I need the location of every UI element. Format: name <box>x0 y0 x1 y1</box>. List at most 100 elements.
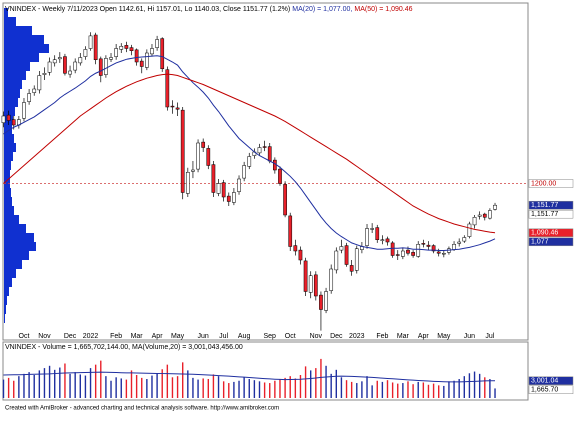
volume-bar <box>248 379 250 398</box>
volume-bar <box>320 358 322 398</box>
volume-profile-bar <box>4 224 26 233</box>
volume-profile-bar <box>4 170 10 179</box>
candle-body <box>191 169 195 172</box>
volume-profile-bar <box>4 44 49 53</box>
x-tick-label: Jun <box>464 333 475 340</box>
candle-body <box>37 75 42 91</box>
volume-profile-bar <box>4 125 12 134</box>
volume-bar <box>417 381 419 398</box>
volume-bar <box>299 375 302 398</box>
volume-bar <box>84 375 87 398</box>
candle-body <box>11 119 16 126</box>
volume-bar <box>448 381 450 398</box>
volume-bar <box>130 370 133 398</box>
price-label-box <box>528 209 574 219</box>
volume-profile-bar <box>4 98 18 107</box>
volume-bar <box>304 366 307 398</box>
candle-body <box>211 164 216 193</box>
candle-body <box>283 184 287 216</box>
volume-profile-bar <box>4 269 16 278</box>
x-tick-label: Oct <box>19 333 30 340</box>
volume-bar <box>38 370 41 398</box>
volume-bar <box>473 371 476 398</box>
x-tick-label: Dec <box>330 333 343 340</box>
volume-profile-bar <box>4 242 36 251</box>
candle-body <box>47 61 52 73</box>
candle-body <box>134 49 139 63</box>
candle-body <box>124 45 129 49</box>
volume-bar <box>125 379 128 398</box>
candle-body <box>436 251 441 254</box>
candle-body <box>416 244 421 257</box>
volume-bar <box>325 365 327 398</box>
x-tick-label: 2022 <box>83 333 99 340</box>
candle-body <box>406 249 410 254</box>
volume-bar <box>43 368 46 398</box>
volume-bar <box>171 377 174 398</box>
volume-bar <box>166 364 169 398</box>
volume-bar <box>115 377 117 398</box>
volume-bar <box>386 380 389 398</box>
candle-body <box>226 195 231 202</box>
volume-profile-bar <box>4 107 15 116</box>
volume-bar <box>69 373 71 398</box>
candle-body <box>150 48 154 55</box>
volume-bar <box>361 381 363 398</box>
candle-body <box>390 242 395 256</box>
volume-profile-bar <box>4 161 11 170</box>
volume-bar <box>7 377 10 398</box>
candle-body <box>329 268 334 291</box>
volume-bar <box>202 378 204 398</box>
candle-body <box>319 294 323 310</box>
candle-body <box>334 250 339 271</box>
volume-bar <box>48 365 51 398</box>
volume-profile-bar <box>4 233 34 242</box>
volume-profile-bar <box>4 8 8 17</box>
price-label: 1,077 <box>531 239 549 246</box>
volume-profile-bar <box>4 305 6 314</box>
volume-profile-bar <box>4 53 39 62</box>
volume-bar <box>151 375 153 398</box>
candle-body <box>242 165 246 179</box>
volume-bar <box>269 383 271 398</box>
candle-body <box>339 246 344 251</box>
volume-profile-bar <box>4 152 13 161</box>
candle-body <box>257 147 262 154</box>
candle-body <box>52 59 57 64</box>
price-label-box <box>528 385 574 394</box>
price-label: 3,001.04 <box>531 378 558 385</box>
volume-bar <box>207 379 209 398</box>
x-tick-label: Nov <box>38 333 51 340</box>
price-label: 1,151.77 <box>531 202 558 209</box>
volume-bar <box>289 376 291 398</box>
header-part: MA(50) = 1,090.46 <box>354 6 412 13</box>
candle-body <box>452 244 456 250</box>
volume-profile-bar <box>4 197 12 206</box>
volume-bar <box>13 380 15 398</box>
candle-body <box>78 57 83 64</box>
volume-profile-bar <box>4 206 14 215</box>
volume-profile-bar <box>4 260 22 269</box>
volume-profile-bar <box>4 89 20 98</box>
pane-header: VNINDEX - Weekly 7/11/2023 Open 1142.61,… <box>5 6 413 13</box>
candle-body <box>247 156 252 167</box>
candle-body <box>303 260 308 292</box>
volume-bar <box>18 376 20 398</box>
price-label: 1,665.70 <box>531 387 558 394</box>
volume-bar <box>110 380 112 398</box>
volume-bar <box>79 374 81 398</box>
candle-body <box>68 70 72 75</box>
candle-body <box>278 168 282 184</box>
volume-bar <box>407 381 409 398</box>
volume-ma-line <box>3 371 496 383</box>
candle-body <box>206 148 211 166</box>
volume-bar <box>161 369 163 398</box>
candle-body <box>370 228 374 230</box>
volume-bar <box>381 381 384 398</box>
volume-bar <box>176 376 179 398</box>
price-label: 1,151.77 <box>531 211 558 218</box>
volume-bar <box>432 383 435 398</box>
volume-profile-bar <box>4 179 10 188</box>
volume-bar <box>33 375 35 398</box>
x-tick-label: Jul <box>219 333 228 340</box>
